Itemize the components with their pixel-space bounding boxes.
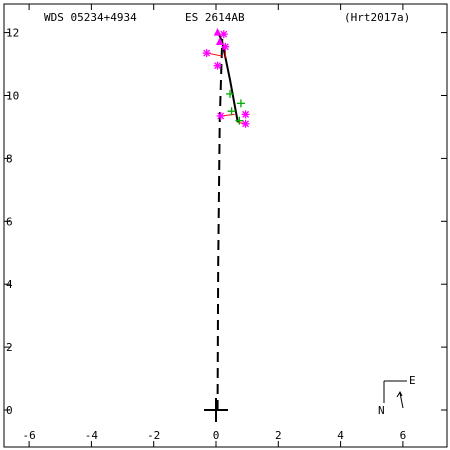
axis-tick-labels: -6 -4 -2 0 2 4 6 0 2 4 6 8 10 12	[6, 27, 406, 442]
asterisk-stroke	[214, 62, 222, 70]
observation-asterisk	[219, 30, 228, 39]
observation-asterisk	[213, 61, 222, 70]
line-of-nodes	[216, 38, 224, 411]
x-tick-label: 2	[275, 429, 282, 442]
y-tick-label: 6	[6, 215, 13, 228]
observation-plus	[235, 116, 244, 125]
asterisk-stroke	[242, 110, 250, 118]
y-tick-label: 0	[6, 404, 13, 417]
y-tick-label: 2	[6, 341, 13, 354]
orbit-arc	[216, 30, 239, 123]
x-tick-label: -6	[22, 429, 35, 442]
x-tick-label: 6	[400, 429, 407, 442]
compass-east-label: E	[409, 374, 416, 387]
asterisk-stroke	[220, 30, 228, 38]
asterisk-stroke	[217, 112, 225, 120]
axis-ticks	[4, 4, 447, 447]
x-tick-label: -2	[147, 429, 160, 442]
x-tick-label: 0	[213, 429, 220, 442]
observation-plus	[226, 89, 235, 98]
observation-asterisk	[241, 110, 250, 119]
observation-triangle	[215, 37, 224, 46]
observation-plus	[236, 99, 245, 108]
wds-label: WDS 05234+4934	[44, 11, 137, 24]
y-tick-label: 8	[6, 152, 13, 165]
discoverer-label: ES 2614AB	[185, 11, 245, 24]
observation-asterisk	[216, 111, 225, 120]
observation-plus	[227, 107, 236, 116]
observation-triangle	[213, 27, 222, 36]
observation-asterisk	[241, 119, 250, 128]
x-tick-label: 4	[337, 429, 344, 442]
y-tick-label: 12	[6, 27, 19, 40]
data-marks	[202, 27, 250, 422]
y-tick-label: 4	[6, 278, 13, 291]
motion-direction-arrow	[396, 390, 404, 409]
compass-rose: E N	[378, 374, 416, 417]
asterisk-stroke	[242, 120, 250, 128]
x-tick-label: -4	[85, 429, 99, 442]
compass-north-label: N	[378, 404, 385, 417]
y-tick-label: 10	[6, 90, 19, 103]
observation-asterisk	[202, 49, 211, 58]
plot-frame	[3, 3, 448, 448]
asterisk-stroke	[221, 43, 229, 51]
asterisk-stroke	[203, 49, 211, 57]
reference-label: (Hrt2017a)	[344, 11, 410, 24]
